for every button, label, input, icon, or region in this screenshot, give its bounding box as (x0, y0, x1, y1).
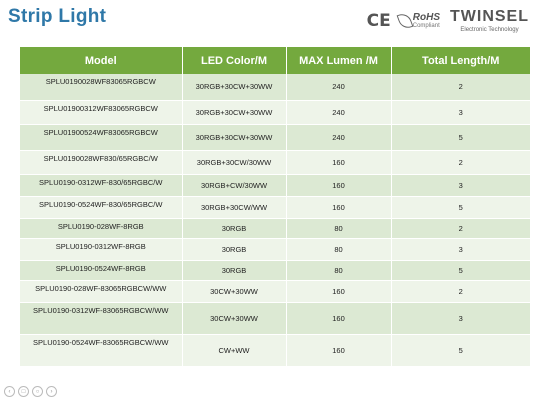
total-length-cell: 5 (391, 334, 530, 367)
max-lumen-cell: 160 (286, 150, 392, 175)
led-color-cell: 30RGB+30CW/30WW (182, 150, 287, 175)
header-led-color: LED Color/M (182, 47, 287, 74)
total-length-cell: 3 (391, 238, 530, 261)
model-cell: SPLU0190-0312WF-83065RGBCW/WW (20, 302, 183, 335)
model-cell: SPLU0190-028WF-8RGB (20, 218, 183, 239)
ce-mark-icon: CE (366, 11, 391, 31)
led-color-cell: 30CW+30WW (182, 280, 287, 303)
slide-title: Strip Light (8, 6, 107, 27)
table-row: SPLU0190-0524WF-830/65RGBC/W 30RGB+30CW/W… (20, 196, 530, 219)
total-length-cell: 2 (391, 280, 530, 303)
max-lumen-cell: 160 (286, 334, 392, 367)
table-row: SPLU0190-0524WF-83065RGBCW/WW CW+WW 160 5 (20, 334, 530, 367)
table-row: SPLU0190-0524WF-8RGB 30RGB 80 5 (20, 260, 530, 281)
rohs-logo: RoHS Compliant (396, 11, 440, 31)
table-row: SPLU0190-028WF-8RGB 30RGB 80 2 (20, 218, 530, 239)
rohs-label: RoHS (412, 12, 440, 23)
max-lumen-cell: 160 (286, 196, 392, 219)
led-color-cell: 30RGB+CW/30WW (182, 174, 287, 197)
model-cell: SPLU0190-0524WF-8RGB (20, 260, 183, 281)
max-lumen-cell: 160 (286, 174, 392, 197)
table-header-row: Model LED Color/M MAX Lumen /M Total Len… (20, 47, 530, 74)
model-cell: SPLU0190-028WF-83065RGBCW/WW (20, 280, 183, 303)
leaf-icon (396, 11, 414, 31)
brand-name: TWINSEL (450, 8, 529, 25)
model-cell: SPLU01900312WF83065RGBCW (20, 100, 183, 125)
max-lumen-cell: 240 (286, 74, 392, 101)
led-color-cell: 30RGB+30CW+30WW (182, 100, 287, 125)
header-total-length: Total Length/M (391, 47, 530, 74)
total-length-cell: 5 (391, 196, 530, 219)
total-length-cell: 3 (391, 302, 530, 335)
led-color-cell: 30RGB (182, 218, 287, 239)
led-color-cell: 30RGB+30CW+30WW (182, 74, 287, 101)
max-lumen-cell: 80 (286, 260, 392, 281)
total-length-cell: 5 (391, 260, 530, 281)
table-row: SPLU0190028WF830/65RGBC/W 30RGB+30CW/30WW… (20, 150, 530, 175)
table-row: SPLU0190-0312WF-8RGB 30RGB 80 3 (20, 238, 530, 261)
rohs-compliant-label: Compliant (412, 23, 440, 29)
model-cell: SPLU0190-0312WF-8RGB (20, 238, 183, 261)
model-cell: SPLU0190028WF83065RGBCW (20, 74, 183, 101)
total-length-cell: 2 (391, 218, 530, 239)
zoom-icon[interactable]: ○ (32, 386, 43, 397)
table-row: SPLU01900524WF83065RGBCW 30RGB+30CW+30WW 2… (20, 124, 530, 151)
slide-menu-icon[interactable]: □ (18, 386, 29, 397)
prev-slide-icon[interactable]: ‹ (4, 386, 15, 397)
led-color-cell: 30RGB+30CW/WW (182, 196, 287, 219)
max-lumen-cell: 80 (286, 218, 392, 239)
model-cell: SPLU0190-0524WF-830/65RGBC/W (20, 196, 183, 219)
total-length-cell: 2 (391, 74, 530, 101)
table-row: SPLU0190028WF83065RGBCW 30RGB+30CW+30WW 24… (20, 74, 530, 101)
led-color-cell: 30CW+30WW (182, 302, 287, 335)
max-lumen-cell: 160 (286, 302, 392, 335)
max-lumen-cell: 80 (286, 238, 392, 261)
total-length-cell: 5 (391, 124, 530, 151)
table-row: SPLU0190-0312WF-830/65RGBC/W 30RGB+CW/30W… (20, 174, 530, 197)
max-lumen-cell: 240 (286, 100, 392, 125)
model-cell: SPLU01900524WF83065RGBCW (20, 124, 183, 151)
table-row: SPLU0190-0312WF-83065RGBCW/WW 30CW+30WW 16… (20, 302, 530, 335)
table-body: SPLU0190028WF83065RGBCW 30RGB+30CW+30WW 24… (20, 74, 530, 367)
model-cell: SPLU0190-0312WF-830/65RGBC/W (20, 174, 183, 197)
next-slide-icon[interactable]: › (46, 386, 57, 397)
total-length-cell: 3 (391, 174, 530, 197)
certification-logos: CE RoHS Compliant TWINSEL Electronic Tec… (367, 5, 529, 37)
slide-nav-controls: ‹ □ ○ › (4, 386, 57, 397)
led-color-cell: 30RGB (182, 260, 287, 281)
led-color-cell: 30RGB+30CW+30WW (182, 124, 287, 151)
brand-logo: TWINSEL Electronic Technology (450, 8, 529, 34)
led-color-cell: 30RGB (182, 238, 287, 261)
product-table-container: Model LED Color/M MAX Lumen /M Total Len… (20, 47, 530, 367)
max-lumen-cell: 240 (286, 124, 392, 151)
table-row: SPLU01900312WF83065RGBCW 30RGB+30CW+30WW 2… (20, 100, 530, 125)
total-length-cell: 2 (391, 150, 530, 175)
max-lumen-cell: 160 (286, 280, 392, 303)
total-length-cell: 3 (391, 100, 530, 125)
brand-tagline: Electronic Technology (460, 27, 519, 33)
header-max-lumen: MAX Lumen /M (286, 47, 392, 74)
header-model: Model (20, 47, 183, 74)
model-cell: SPLU0190-0524WF-83065RGBCW/WW (20, 334, 183, 367)
table-row: SPLU0190-028WF-83065RGBCW/WW 30CW+30WW 160… (20, 280, 530, 303)
model-cell: SPLU0190028WF830/65RGBC/W (20, 150, 183, 175)
led-color-cell: CW+WW (182, 334, 287, 367)
product-table: Model LED Color/M MAX Lumen /M Total Len… (20, 47, 530, 367)
